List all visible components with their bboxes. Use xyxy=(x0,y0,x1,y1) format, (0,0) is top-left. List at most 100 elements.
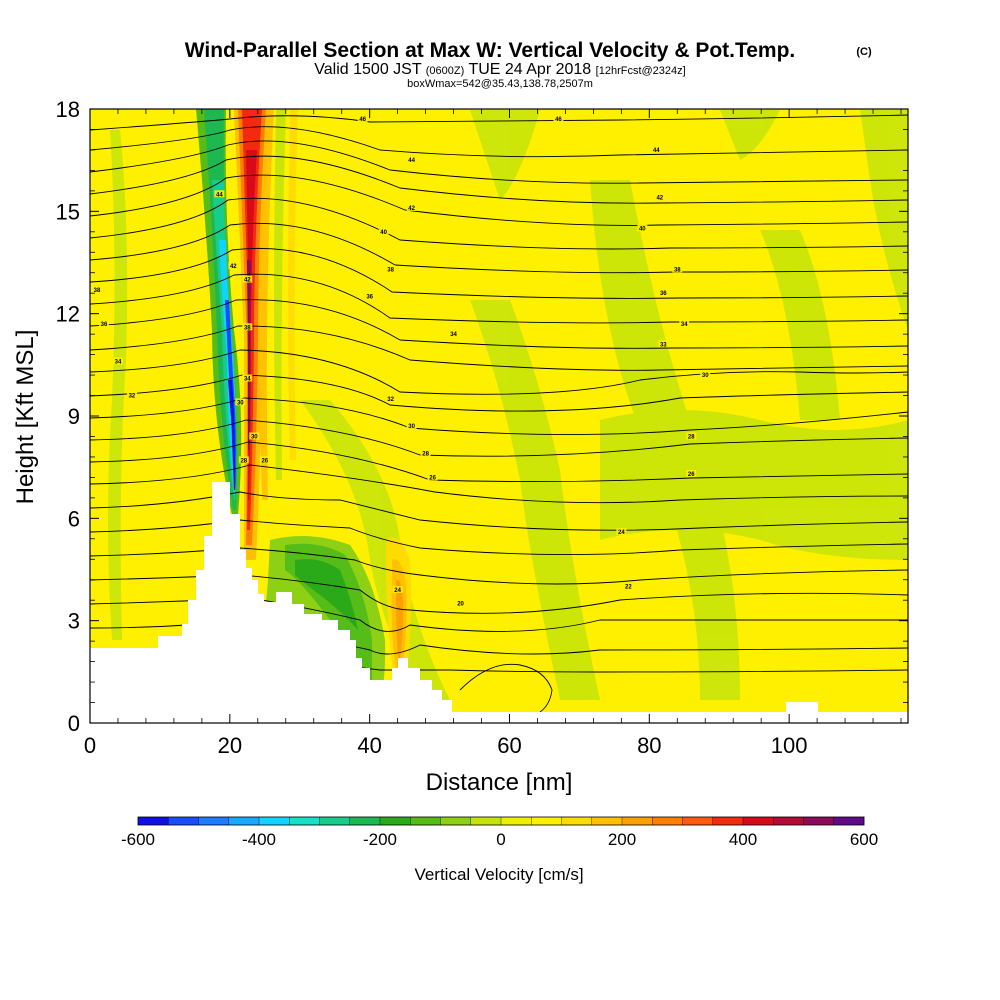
x-tick-label: 0 xyxy=(84,733,96,758)
y-tick-label: 18 xyxy=(56,97,80,122)
colorbar-label: Vertical Velocity [cm/s] xyxy=(414,865,583,884)
contour-label: 24 xyxy=(618,530,625,536)
contour-label: 24 xyxy=(394,588,401,594)
terrain xyxy=(90,482,908,723)
contour-label: 30 xyxy=(702,373,709,379)
contour-label-bg xyxy=(259,456,270,464)
contour-label: 40 xyxy=(380,230,387,236)
colorbar-tick-label: -200 xyxy=(363,830,397,849)
y-tick-label: 3 xyxy=(68,609,80,634)
contour-label-bg xyxy=(654,193,665,201)
contour-label-bg xyxy=(406,203,417,211)
contour-label-bg xyxy=(455,599,466,607)
colorbar: -600 -400 -200 0 200 400 600 xyxy=(121,816,878,849)
colorbar-tick-label: 200 xyxy=(608,830,636,849)
contour-label-bg xyxy=(700,371,711,379)
y-tick-label: 15 xyxy=(56,199,80,224)
colorbar-swatch xyxy=(561,817,593,825)
chart-subtitle: Valid 1500 JST (0600Z) TUE 24 Apr 2018 [… xyxy=(314,61,685,78)
y-axis-label: Height [Kft MSL] xyxy=(12,330,39,505)
x-tick-label: 60 xyxy=(497,733,521,758)
contour-label: 40 xyxy=(639,226,646,232)
colorbar-swatch xyxy=(682,817,714,825)
colorbar-tick-label: 0 xyxy=(496,830,505,849)
y-tick-label: 6 xyxy=(68,506,80,531)
contour-label: 44 xyxy=(408,158,415,164)
contour-label-bg xyxy=(385,265,396,273)
contour-label: 38 xyxy=(94,288,101,294)
contour-label: 44 xyxy=(216,192,223,198)
contour-label-bg xyxy=(242,323,253,331)
contour-label: 36 xyxy=(366,295,373,301)
contour-label: 26 xyxy=(688,472,695,478)
contour-label-bg xyxy=(242,275,253,283)
contour-label-bg xyxy=(98,319,109,327)
contour-label-bg xyxy=(214,190,225,198)
x-tick-label: 40 xyxy=(357,733,381,758)
contour-label-bg xyxy=(357,115,368,123)
contour-label-bg xyxy=(228,261,239,269)
contour-label-bg xyxy=(686,432,697,440)
contour-label: 42 xyxy=(656,196,663,202)
colorbar-swatch xyxy=(712,817,744,825)
contour-label-bg xyxy=(392,585,403,593)
valid-time: Valid 1500 JST xyxy=(314,61,422,78)
contour-label-bg xyxy=(235,398,246,406)
contour-label: 32 xyxy=(387,397,394,403)
colorbar-swatch xyxy=(773,817,804,825)
contour-label: 20 xyxy=(457,602,464,608)
contour-label-bg xyxy=(112,357,123,365)
contour-label: 26 xyxy=(261,458,268,464)
contour-label-bg xyxy=(427,473,438,481)
contour-label: 46 xyxy=(359,117,366,123)
colorbar-tick-label: 600 xyxy=(850,830,878,849)
contour-label-bg xyxy=(679,319,690,327)
colorbar-swatch xyxy=(470,817,502,825)
box-info: boxWmax=542@35.43,138.78,2507m xyxy=(407,78,593,90)
contour-label: 34 xyxy=(115,359,122,365)
colorbar-tick-label: -400 xyxy=(242,830,276,849)
colorbar-swatch xyxy=(349,817,381,825)
forecast-info: [12hrFcst@2324z] xyxy=(596,65,686,77)
contour-label-bg xyxy=(242,374,253,382)
y-tick-label: 0 xyxy=(68,711,80,736)
contour-label-bg xyxy=(91,285,102,293)
colorbar-swatch xyxy=(319,817,351,825)
contour-label-bg xyxy=(406,156,417,164)
x-axis: 0 20 40 60 80 100 xyxy=(84,109,902,758)
y-tick-label: 9 xyxy=(68,404,80,429)
contour-label-bg xyxy=(448,330,459,338)
contour-label-bg xyxy=(616,527,627,535)
colorbar-swatch xyxy=(803,817,835,825)
contour-label: 26 xyxy=(429,475,436,481)
contour-label-bg xyxy=(420,449,431,457)
x-axis-label: Distance [nm] xyxy=(426,769,573,796)
contour-label: 36 xyxy=(101,322,108,328)
contour-label-bg xyxy=(686,469,697,477)
contour-label: 38 xyxy=(674,267,681,273)
contour-label: 22 xyxy=(625,585,632,591)
contour-label-bg xyxy=(238,456,249,464)
contour-label-bg xyxy=(658,340,669,348)
contour-label: 36 xyxy=(660,291,667,297)
x-tick-label: 100 xyxy=(771,733,808,758)
contour-label-bg xyxy=(406,422,417,430)
contour-label: 46 xyxy=(555,117,562,123)
contour-label: 30 xyxy=(408,424,415,430)
plot-area: 46 46 44 44 42 42 40 40 38 38 36 36 34 34 33 30 32 30 28 28… xyxy=(90,109,908,723)
colorbar-swatch xyxy=(622,817,653,825)
colorbar-swatch xyxy=(168,817,199,825)
contour-label: 28 xyxy=(422,452,429,458)
colorbar-swatch xyxy=(138,817,169,825)
contour-label: 42 xyxy=(244,278,251,284)
contour-label: 30 xyxy=(251,434,258,440)
contour-label: 34 xyxy=(244,376,251,382)
chart-title: Wind-Parallel Section at Max W: Vertical… xyxy=(185,39,796,62)
colorbar-swatch xyxy=(410,817,441,825)
copyright-mark: (C) xyxy=(856,46,872,58)
contour-label: 42 xyxy=(230,264,237,270)
y-tick-label: 12 xyxy=(56,302,80,327)
colorbar-tick-label: 400 xyxy=(729,830,757,849)
colorbar-swatch xyxy=(228,817,260,825)
